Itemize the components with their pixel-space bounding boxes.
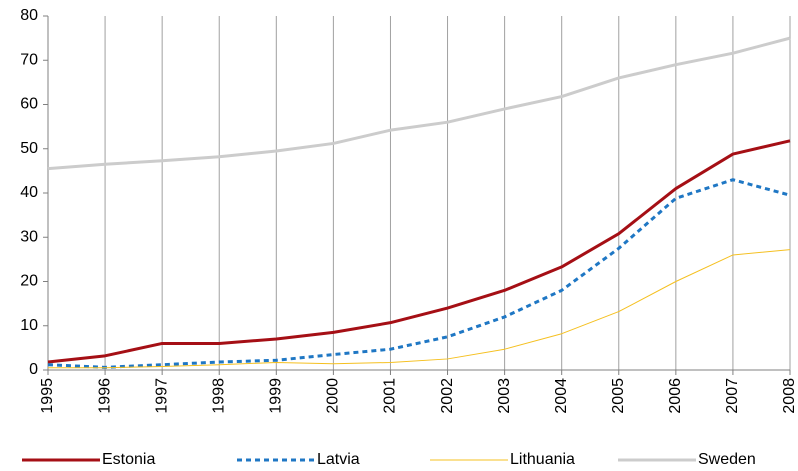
- y-tick-label: 50: [20, 140, 38, 157]
- y-tick-label: 10: [20, 317, 38, 334]
- x-tick-label: 2004: [553, 378, 570, 414]
- legend-label: Estonia: [102, 451, 155, 468]
- y-tick-label: 80: [20, 7, 38, 24]
- x-tick-label: 2002: [439, 378, 456, 414]
- x-tick-label: 2007: [724, 378, 741, 414]
- y-tick-label: 70: [20, 51, 38, 68]
- series-line: [47, 178, 791, 369]
- legend-label: Sweden: [698, 451, 756, 468]
- legend-label: Latvia: [317, 451, 360, 468]
- y-tick-label: 60: [20, 96, 38, 113]
- y-tick-label: 30: [20, 228, 38, 245]
- y-tick-label: 40: [20, 184, 38, 201]
- series-line: [48, 249, 791, 369]
- y-tick-label: 20: [20, 273, 38, 290]
- x-tick-label: 1995: [39, 378, 56, 414]
- x-tick-label: 2000: [325, 378, 342, 414]
- x-tick-label: 2008: [781, 378, 798, 414]
- x-tick-label: 1996: [96, 378, 113, 414]
- x-tick-label: 1998: [210, 378, 227, 414]
- x-tick-label: 1997: [153, 378, 170, 414]
- x-tick-label: 2006: [667, 378, 684, 414]
- series-line: [47, 139, 791, 364]
- x-tick-label: 1999: [268, 378, 285, 414]
- legend-label: Lithuania: [510, 451, 575, 468]
- y-tick-label: 0: [29, 361, 38, 378]
- x-tick-label: 2005: [610, 378, 627, 414]
- x-tick-label: 2003: [496, 378, 513, 414]
- x-tick-label: 2001: [382, 378, 399, 414]
- series-line: [47, 36, 791, 171]
